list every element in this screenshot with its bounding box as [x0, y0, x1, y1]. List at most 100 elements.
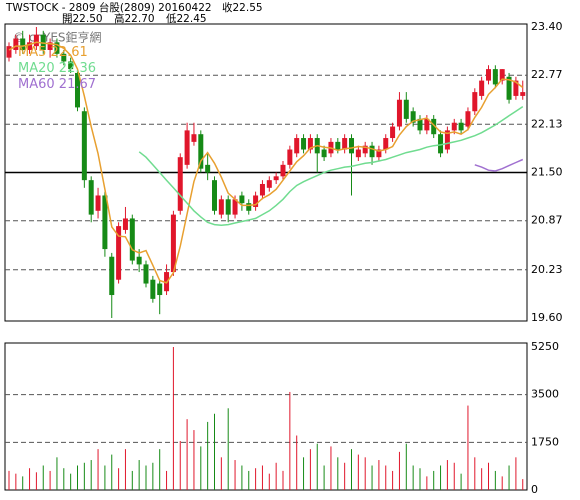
candle-body: [438, 134, 444, 154]
candle-body: [68, 61, 74, 70]
candle-body: [294, 138, 300, 154]
candle-body: [287, 149, 293, 165]
candle-body: [273, 176, 279, 181]
candle-body: [396, 99, 402, 127]
y-tick-label: 5250: [531, 340, 559, 353]
candle-body: [431, 118, 437, 135]
candle-body: [444, 130, 450, 150]
candle-body: [170, 214, 176, 273]
candle-body: [355, 149, 361, 158]
y-tick-label: 22.77: [531, 68, 563, 81]
candle-body: [40, 34, 46, 50]
candle-body: [122, 218, 128, 230]
candle-body: [321, 149, 327, 158]
candle-body: [184, 130, 190, 165]
candle-body: [212, 180, 217, 211]
candle-body: [342, 138, 348, 150]
header-close: 收22.55: [222, 1, 263, 14]
candle-body: [198, 134, 204, 169]
candle-body: [280, 164, 286, 177]
candle-body: [75, 72, 80, 108]
candle-body: [513, 80, 519, 96]
candle-body: [499, 69, 505, 81]
legend-value: 22.61: [51, 45, 88, 60]
candle-body: [47, 42, 53, 50]
candle-body: [157, 283, 163, 296]
candle-body: [472, 92, 478, 112]
candle-body: [376, 149, 382, 158]
candle-body: [520, 92, 526, 96]
candle-body: [116, 226, 122, 280]
legend-name: MA5: [18, 45, 46, 60]
legend-entry: MA5 22.61: [18, 45, 88, 60]
candle-body: [492, 69, 498, 85]
y-tick-label: 23.40: [531, 20, 563, 33]
candle-body: [458, 122, 464, 131]
candle-body: [259, 183, 265, 196]
legend-value: 22.36: [59, 61, 96, 76]
candle-body: [239, 195, 245, 204]
legend-value: 21.67: [59, 77, 96, 92]
ma-line: [474, 158, 524, 172]
candle-body: [33, 34, 39, 47]
candle-body: [218, 199, 224, 215]
legend-name: MA60: [18, 77, 55, 92]
candle-body: [232, 199, 238, 215]
header-open: 開22.50: [62, 13, 103, 25]
candle-body: [479, 80, 485, 96]
legend-entry: MA20 22.36: [18, 61, 96, 76]
header-low: 低22.45: [166, 12, 207, 25]
candle-body: [136, 256, 142, 265]
candle-body: [369, 145, 375, 158]
y-tick-label: 0: [531, 483, 538, 496]
candle-body: [205, 164, 211, 173]
candle-body: [266, 180, 272, 188]
candle-body: [383, 138, 389, 150]
y-tick-label: 1750: [531, 435, 559, 448]
candle-body: [81, 111, 87, 181]
candle-body: [417, 118, 423, 131]
header-title: TWSTOCK - 2809 台股(2809) 20160422: [5, 1, 212, 14]
header-high: 高22.70: [114, 12, 155, 25]
candle-body: [362, 145, 368, 154]
candle-body: [349, 138, 354, 154]
y-tick-label: 20.87: [531, 214, 563, 227]
y-tick-label: 21.50: [531, 166, 563, 179]
candle-body: [177, 157, 183, 211]
ma-line: [138, 105, 524, 227]
candle-body: [335, 141, 341, 150]
candle-body: [246, 203, 252, 211]
candle-body: [253, 195, 259, 207]
ma-line: [8, 41, 524, 284]
candle-body: [424, 118, 430, 131]
candle-body: [54, 42, 60, 54]
candle-body: [109, 256, 115, 296]
candle-body: [150, 279, 156, 299]
y-tick-label: 22.13: [531, 117, 563, 130]
candle-body: [390, 126, 396, 139]
candle-body: [61, 53, 67, 62]
candle-body: [486, 69, 491, 81]
candle-body: [307, 138, 313, 150]
candle-body: [225, 199, 231, 215]
legend-entry: MA60 21.67: [18, 77, 96, 92]
candle-body: [191, 134, 197, 142]
candle-body: [6, 46, 12, 58]
y-tick-label: 19.60: [531, 311, 563, 324]
candle-body: [27, 42, 33, 50]
candle-body: [403, 99, 409, 119]
candle-body: [465, 111, 471, 127]
candle-body: [506, 76, 512, 100]
candle-body: [102, 195, 108, 250]
y-tick-label: 20.23: [531, 263, 563, 276]
candle-body: [95, 195, 101, 211]
candle-body: [20, 38, 26, 50]
y-tick-label: 3500: [531, 388, 559, 401]
candle-body: [129, 218, 135, 261]
legend-name: MA20: [18, 61, 55, 76]
candle-body: [88, 180, 94, 215]
candle-body: [410, 111, 416, 123]
candle-body: [451, 122, 457, 131]
candle-body: [143, 264, 149, 284]
